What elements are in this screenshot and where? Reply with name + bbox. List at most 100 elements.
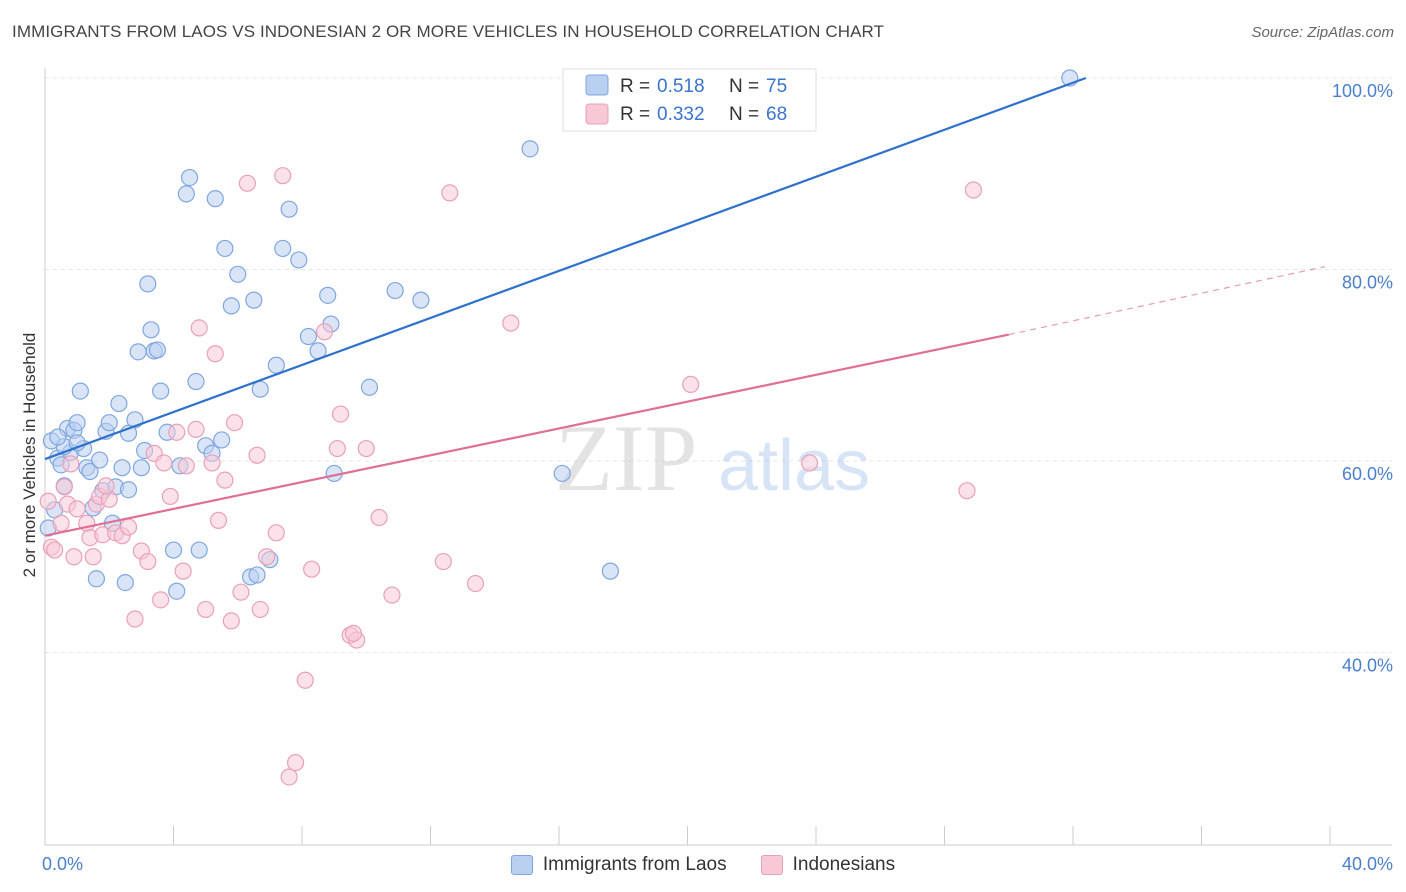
data-point-laos [87,570,106,588]
data-point-indonesians [203,454,221,472]
data-point-indonesians [68,500,86,518]
data-point-indonesians [55,478,73,496]
data-point-indonesians [274,167,292,185]
data-point-indonesians [232,583,250,601]
data-point-indonesians [126,610,144,628]
data-point-laos [164,541,183,559]
trend-line-indonesians-extension [1008,266,1326,336]
data-point-laos [190,541,208,559]
data-point-indonesians [370,508,388,527]
data-point-laos [168,582,186,600]
legend-item-indonesians: Indonesians [760,854,895,876]
data-point-indonesians [958,482,976,500]
data-point-indonesians [383,586,401,604]
data-point-indonesians [258,548,276,566]
data-point-laos [553,464,571,483]
data-point-laos [148,341,167,359]
legend-swatch-laos [510,855,533,875]
stats-swatch-indonesians [585,103,609,125]
y-tick-label: 100.0% [1332,81,1393,101]
data-point-indonesians [238,174,256,192]
data-point-laos [132,459,150,477]
data-point-indonesians [174,562,192,580]
data-point-indonesians [296,671,314,689]
data-point-laos [267,356,285,374]
legend-item-laos: Immigrants from Laos [510,854,727,876]
data-point-indonesians [65,548,83,566]
data-point-laos [116,574,134,592]
data-point-indonesians [168,423,186,441]
data-point-indonesians [441,184,459,202]
data-point-indonesians [964,181,983,199]
stats-n-label-laos: N = [729,76,759,97]
stats-r-label-indonesians: R = [620,104,650,125]
data-point-laos [521,140,539,158]
data-point-indonesians [84,548,102,566]
x-tick-label-right: 40.0% [1342,854,1393,874]
data-point-laos [68,414,86,432]
trend-line-laos [44,76,1087,461]
data-point-laos [299,327,318,346]
data-point-indonesians [331,405,350,423]
x-tick-label-left: 0.0% [42,854,83,874]
data-point-laos [152,382,170,400]
data-point-indonesians [280,768,298,786]
data-point-indonesians [466,574,485,593]
stats-n-label-indonesians: N = [729,104,759,125]
legend-swatch-indonesians [760,855,783,875]
data-point-indonesians [152,591,170,609]
data-point-laos [119,481,138,499]
data-point-indonesians [800,454,819,472]
data-point-laos [601,562,620,580]
data-point-indonesians [177,457,195,475]
data-point-laos [319,286,337,304]
data-point-indonesians [161,487,179,506]
data-point-indonesians [328,439,346,458]
data-point-laos [412,291,430,309]
trend-lines [44,76,1326,537]
trend-line-indonesians [44,333,1009,537]
data-point-laos [180,168,199,187]
stats-r-label-laos: R = [620,76,650,97]
data-point-indonesians [502,314,520,332]
data-point-indonesians [46,541,64,559]
data-point-laos [142,321,160,339]
data-point-indonesians [39,492,57,510]
data-point-indonesians [286,754,305,772]
data-point-laos [71,382,89,400]
data-point-indonesians [303,560,321,578]
data-point-laos [113,459,131,477]
data-point-indonesians [222,612,240,630]
data-points [39,69,1079,786]
data-point-indonesians [251,600,269,619]
data-point-indonesians [225,414,244,432]
chart-source: Source: ZipAtlas.com [1251,24,1394,41]
data-point-laos [248,566,266,584]
data-point-laos [274,239,292,258]
data-point-indonesians [155,454,173,472]
grid-lines [45,77,1392,653]
data-point-laos [245,291,263,309]
chart-title: IMMIGRANTS FROM LAOS VS INDONESIAN 2 OR … [12,22,885,41]
data-point-laos [206,190,224,208]
data-point-indonesians [206,345,224,363]
data-point-laos [222,297,240,315]
data-point-laos [216,239,234,258]
y-tick-label: 40.0% [1342,656,1393,676]
data-point-laos [49,428,67,446]
data-point-laos [290,251,308,269]
data-point-indonesians [119,518,138,536]
series-legend: Immigrants from Laos Indonesians [0,850,1406,880]
legend-label-laos: Immigrants from Laos [542,854,727,875]
data-point-laos [280,200,298,218]
data-point-laos [129,343,147,361]
y-tick-label: 60.0% [1342,464,1393,484]
data-point-indonesians [52,514,70,532]
data-point-indonesians [216,471,234,489]
data-point-indonesians [357,439,375,458]
data-point-indonesians [139,552,157,571]
data-point-indonesians [267,524,285,542]
tick-labels: 40.0% 60.0% 80.0% 100.0% 0.0% 40.0% [42,81,1393,874]
data-point-indonesians [315,323,334,341]
